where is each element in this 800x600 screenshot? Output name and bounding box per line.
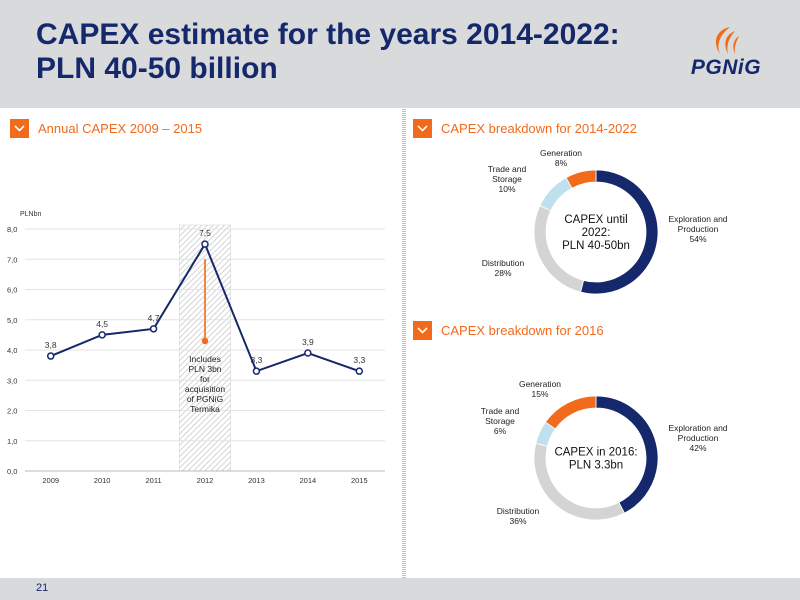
slice-label-line: Trade and [481, 406, 520, 416]
y-tick-label: 4,0 [7, 346, 17, 355]
slice-label: Distribution 36% [497, 506, 540, 526]
slice-label-line: 36% [509, 516, 526, 526]
y-tick-label: 1,0 [7, 437, 17, 446]
slice-label-line: Trade and [488, 164, 527, 174]
data-point [98, 331, 106, 339]
slice-label: Distribution 28% [482, 258, 525, 278]
donut-slice [544, 395, 597, 430]
data-label: 3,9 [302, 337, 314, 347]
slice-label-line: Distribution [497, 506, 540, 516]
y-axis-label: PLNbn [20, 211, 42, 218]
donut-2-title: CAPEX breakdown for 2016 [441, 323, 604, 338]
donut-center-line: PLN 3.3bn [569, 460, 623, 472]
page-number: 21 [36, 582, 49, 594]
x-tick-label: 2012 [197, 476, 214, 485]
annotation-line: PLN 3bn [188, 364, 221, 374]
slice-label-line: Generation [540, 148, 582, 158]
y-tick-label: 0,0 [7, 467, 17, 476]
y-tick-label: 5,0 [7, 316, 17, 325]
slice-label: Generation 15% [519, 379, 561, 399]
slice-label: Generation 8% [540, 148, 582, 168]
donut-slice [539, 177, 573, 212]
slice-label-line: Generation [519, 379, 561, 389]
slice-label: Exploration and Production 42% [668, 423, 727, 453]
data-label: 7,5 [199, 228, 211, 238]
slice-label-line: Exploration and [668, 214, 727, 224]
slice-label-line: 54% [689, 234, 706, 244]
donut-1-title: CAPEX breakdown for 2014-2022 [441, 121, 637, 136]
slice-label-line: Production [678, 224, 719, 234]
slice-label-line: 15% [531, 389, 548, 399]
x-tick-label: 2015 [351, 476, 368, 485]
slice-label-line: 6% [494, 426, 507, 436]
slice-label-line: 42% [689, 443, 706, 453]
donut-chart-2016: CAPEX in 2016: PLN 3.3bn Exploration and Pr… [481, 379, 728, 526]
annotation-line: acquisition [185, 384, 225, 394]
slice-label: Exploration and Production 54% [668, 214, 727, 244]
donut-center-line: CAPEX until [564, 214, 627, 226]
donut-center-line: PLN 40-50bn [562, 240, 630, 252]
x-tick-label: 2009 [42, 476, 59, 485]
x-tick-label: 2011 [146, 476, 162, 485]
y-tick-label: 8,0 [7, 225, 17, 234]
chevron-down-icon [413, 321, 432, 340]
y-tick-label: 2,0 [7, 407, 17, 416]
donut-chart-2014-2022: CAPEX until 2022: PLN 40-50bn Exploration a… [482, 148, 728, 295]
line-chart-title: Annual CAPEX 2009 – 2015 [38, 121, 203, 136]
slice-label-line: Distribution [482, 258, 525, 268]
x-tick-label: 2014 [300, 476, 317, 485]
slice-label-line: Storage [492, 174, 522, 184]
slice-label-line: 28% [494, 268, 511, 278]
annotation-line: Termika [190, 404, 220, 414]
y-tick-label: 3,0 [7, 376, 17, 385]
x-tick-label: 2010 [94, 476, 111, 485]
donut-slice [565, 169, 597, 189]
data-label: 3,3 [353, 355, 365, 365]
data-point [304, 349, 312, 357]
data-point [355, 367, 364, 375]
annotation-text: Includes PLN 3bn for acquisition of PGNiG Ter… [185, 354, 225, 414]
x-tick-label: 2013 [248, 476, 265, 485]
donut-center-text: CAPEX in 2016: PLN 3.3bn [554, 447, 637, 472]
donut-center-text: CAPEX until 2022: PLN 40-50bn [562, 214, 630, 252]
slice-label-line: Production [678, 433, 719, 443]
annotation-line: for [200, 374, 210, 384]
data-point [252, 367, 261, 375]
donut-center-line: CAPEX in 2016: [554, 447, 637, 459]
donut-1-header: CAPEX breakdown for 2014-2022 [413, 119, 713, 139]
slice-label: Trade and Storage 10% [488, 164, 527, 194]
annotation-line: of PGNiG [187, 394, 223, 404]
pgnig-logo: PGNiG [686, 24, 766, 84]
slice-label-line: 10% [498, 184, 515, 194]
line-chart-header: Annual CAPEX 2009 – 2015 [10, 119, 310, 139]
annotation-line: Includes [189, 354, 221, 364]
logo-wordmark: PGNiG [690, 56, 762, 79]
header-bar: CAPEX estimate for the years 2014-2022: … [0, 0, 800, 108]
data-point [201, 240, 209, 248]
y-tick-label: 6,0 [7, 286, 17, 295]
data-label: 4,5 [96, 319, 108, 329]
data-point [46, 352, 55, 360]
data-label: 3,3 [251, 355, 263, 365]
slice-label: Trade and Storage 6% [481, 406, 520, 436]
panel-divider [402, 108, 406, 578]
slice-label-line: 8% [555, 158, 568, 168]
slice-label-line: Exploration and [668, 423, 727, 433]
donut-2-header: CAPEX breakdown for 2016 [413, 321, 713, 341]
page-title-line-2: PLN 40-50 billion [36, 52, 278, 85]
annotation-arrow-head [201, 337, 209, 345]
line-chart: PLNbn 0,0 1,0 2,0 3,0 4,0 5,0 6,0 7,0 8,0 2009 2010… [7, 211, 385, 485]
y-tick-label: 7,0 [7, 255, 17, 264]
data-label: 4,7 [148, 313, 160, 323]
chevron-down-icon [413, 119, 432, 138]
slice-label-line: Storage [485, 416, 515, 426]
footer-bar: 21 [0, 578, 800, 600]
page-title: CAPEX estimate for the years 2014-2022: … [36, 18, 676, 86]
data-point [149, 325, 158, 333]
data-label: 3,8 [45, 340, 57, 350]
flame-logo-icon [715, 27, 739, 54]
donut-center-line: 2022: [582, 227, 611, 239]
chevron-down-icon [10, 119, 29, 138]
page-title-line-1: CAPEX estimate for the years 2014-2022: [36, 18, 620, 51]
